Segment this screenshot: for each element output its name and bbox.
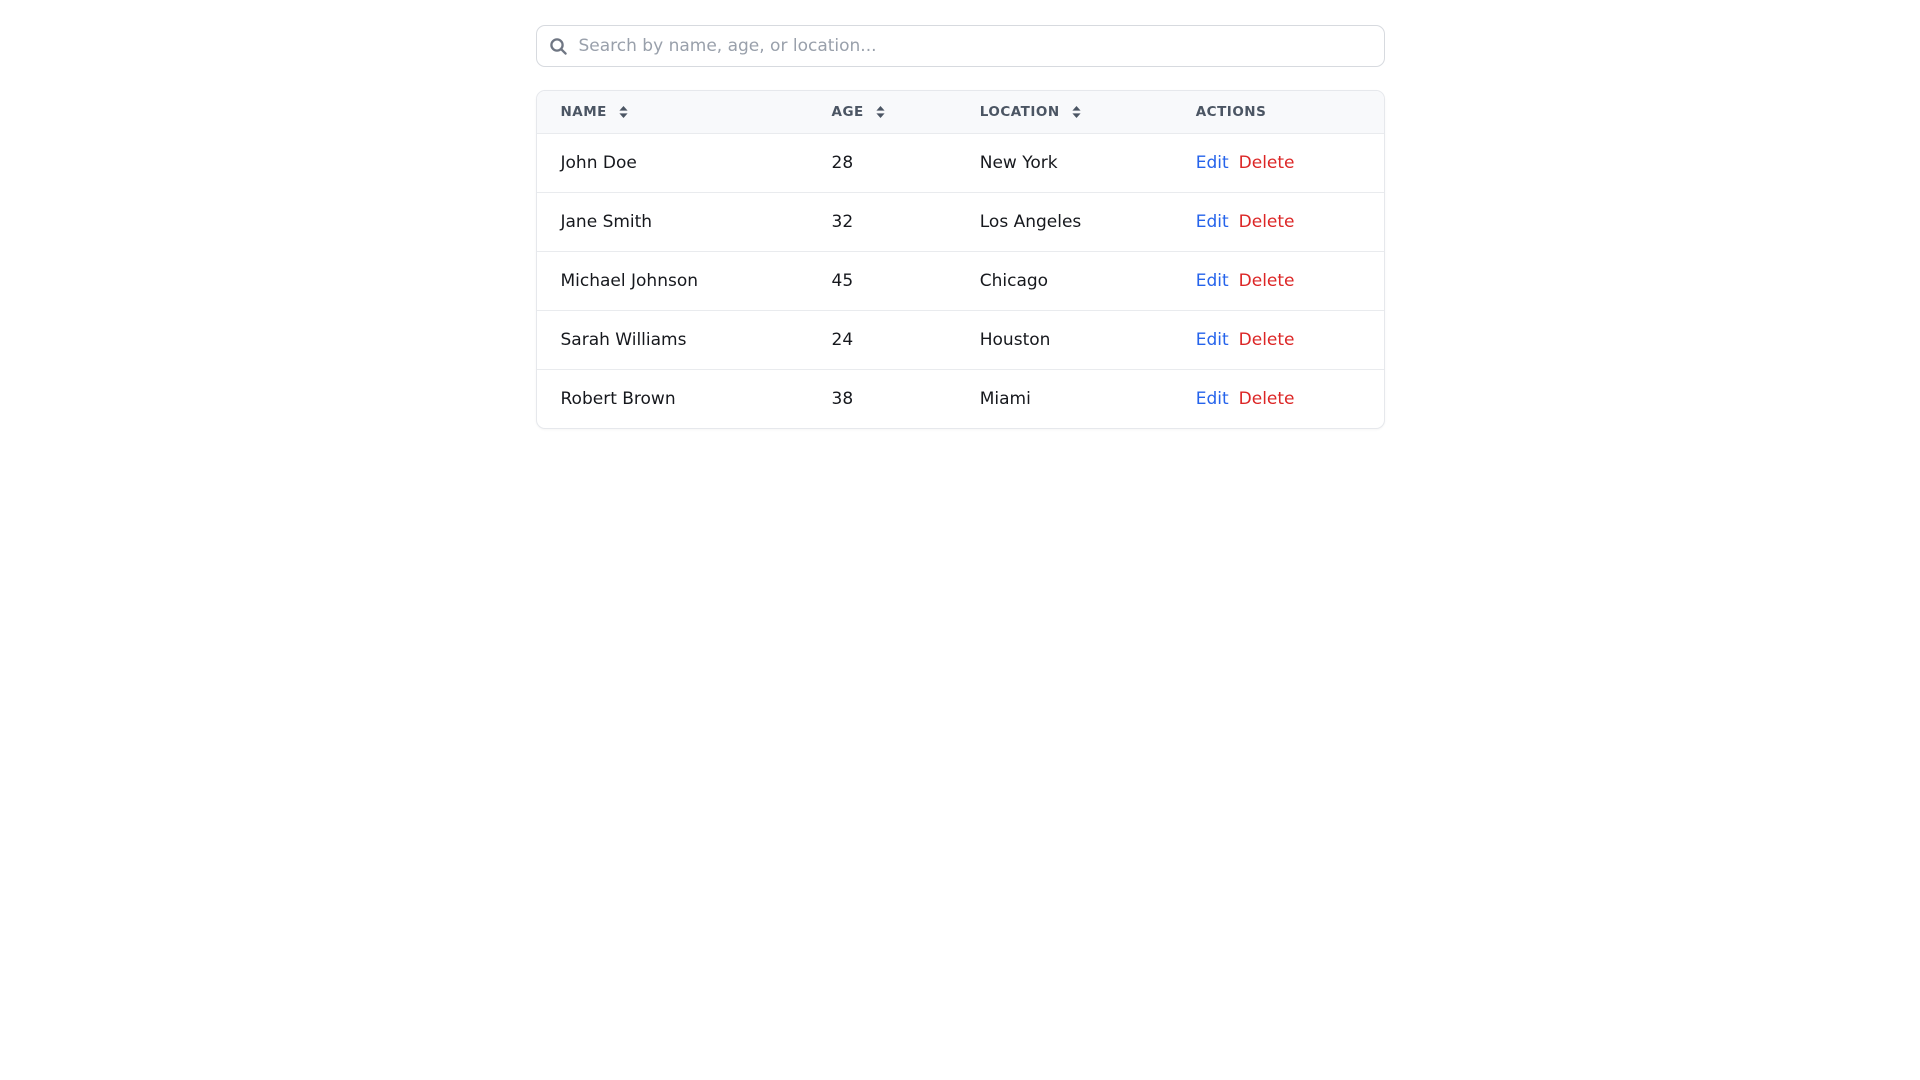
column-header-label: LOCATION [979, 104, 1060, 120]
location-cell: Chicago [955, 251, 1172, 311]
edit-link[interactable]: Edit [1195, 389, 1229, 409]
delete-link[interactable]: Delete [1238, 271, 1295, 291]
search-input[interactable] [578, 36, 1372, 56]
age-cell: 24 [807, 310, 956, 370]
age-cell: 32 [807, 192, 956, 252]
table-row: Robert Brown 38 Miami Edit Delete [536, 369, 1384, 428]
data-table: NAME AGE LOCATION ACTIONS John Doe 28 New Yor… [536, 91, 1384, 428]
column-header-actions: ACTIONS [1171, 91, 1384, 134]
column-header-name[interactable]: NAME [536, 91, 808, 134]
column-header-inner: ACTIONS [1196, 104, 1267, 120]
location-cell: Houston [955, 310, 1172, 370]
edit-link[interactable]: Edit [1195, 330, 1229, 350]
age-cell: 28 [807, 133, 956, 193]
column-header-inner: LOCATION [980, 104, 1082, 120]
age-cell: 38 [807, 369, 956, 428]
edit-link[interactable]: Edit [1195, 271, 1229, 291]
delete-link[interactable]: Delete [1238, 212, 1295, 232]
table-row: Jane Smith 32 Los Angeles Edit Delete [536, 192, 1384, 252]
edit-link[interactable]: Edit [1195, 212, 1229, 232]
edit-link[interactable]: Edit [1195, 153, 1229, 173]
actions-cell: Edit Delete [1171, 192, 1384, 252]
actions-cell: Edit Delete [1171, 251, 1384, 311]
table-header-row: NAME AGE LOCATION ACTIONS [536, 91, 1384, 134]
table-header: NAME AGE LOCATION ACTIONS [536, 91, 1384, 134]
table-row: Michael Johnson 45 Chicago Edit Delete [536, 251, 1384, 311]
age-cell: 45 [807, 251, 956, 311]
column-header-age[interactable]: AGE [807, 91, 956, 134]
table-row: Sarah Williams 24 Houston Edit Delete [536, 310, 1384, 370]
name-cell: Robert Brown [536, 369, 808, 428]
column-header-label: ACTIONS [1195, 104, 1267, 120]
delete-link[interactable]: Delete [1238, 330, 1295, 350]
delete-link[interactable]: Delete [1238, 389, 1295, 409]
location-cell: Miami [955, 369, 1172, 428]
delete-link[interactable]: Delete [1238, 153, 1295, 173]
column-header-label: AGE [831, 104, 864, 120]
search-bar [535, 25, 1385, 67]
actions-cell: Edit Delete [1171, 133, 1384, 193]
data-table-card: NAME AGE LOCATION ACTIONS John Doe 28 New Yor… [535, 90, 1385, 429]
name-cell: Jane Smith [536, 192, 808, 252]
search-icon [549, 37, 568, 56]
location-cell: New York [955, 133, 1172, 193]
name-cell: John Doe [536, 133, 808, 193]
table-body: John Doe 28 New York Edit Delete Jane Smith 32… [536, 133, 1384, 428]
table-row: John Doe 28 New York Edit Delete [536, 133, 1384, 193]
actions-cell: Edit Delete [1171, 310, 1384, 370]
sort-arrows-icon[interactable] [1071, 105, 1082, 119]
column-header-label: NAME [560, 104, 607, 120]
sort-arrows-icon[interactable] [875, 105, 886, 119]
actions-cell: Edit Delete [1171, 369, 1384, 428]
location-cell: Los Angeles [955, 192, 1172, 252]
column-header-inner: NAME [561, 104, 629, 120]
name-cell: Sarah Williams [536, 310, 808, 370]
column-header-location[interactable]: LOCATION [955, 91, 1172, 134]
name-cell: Michael Johnson [536, 251, 808, 311]
column-header-inner: AGE [832, 104, 886, 120]
sort-arrows-icon[interactable] [618, 105, 629, 119]
